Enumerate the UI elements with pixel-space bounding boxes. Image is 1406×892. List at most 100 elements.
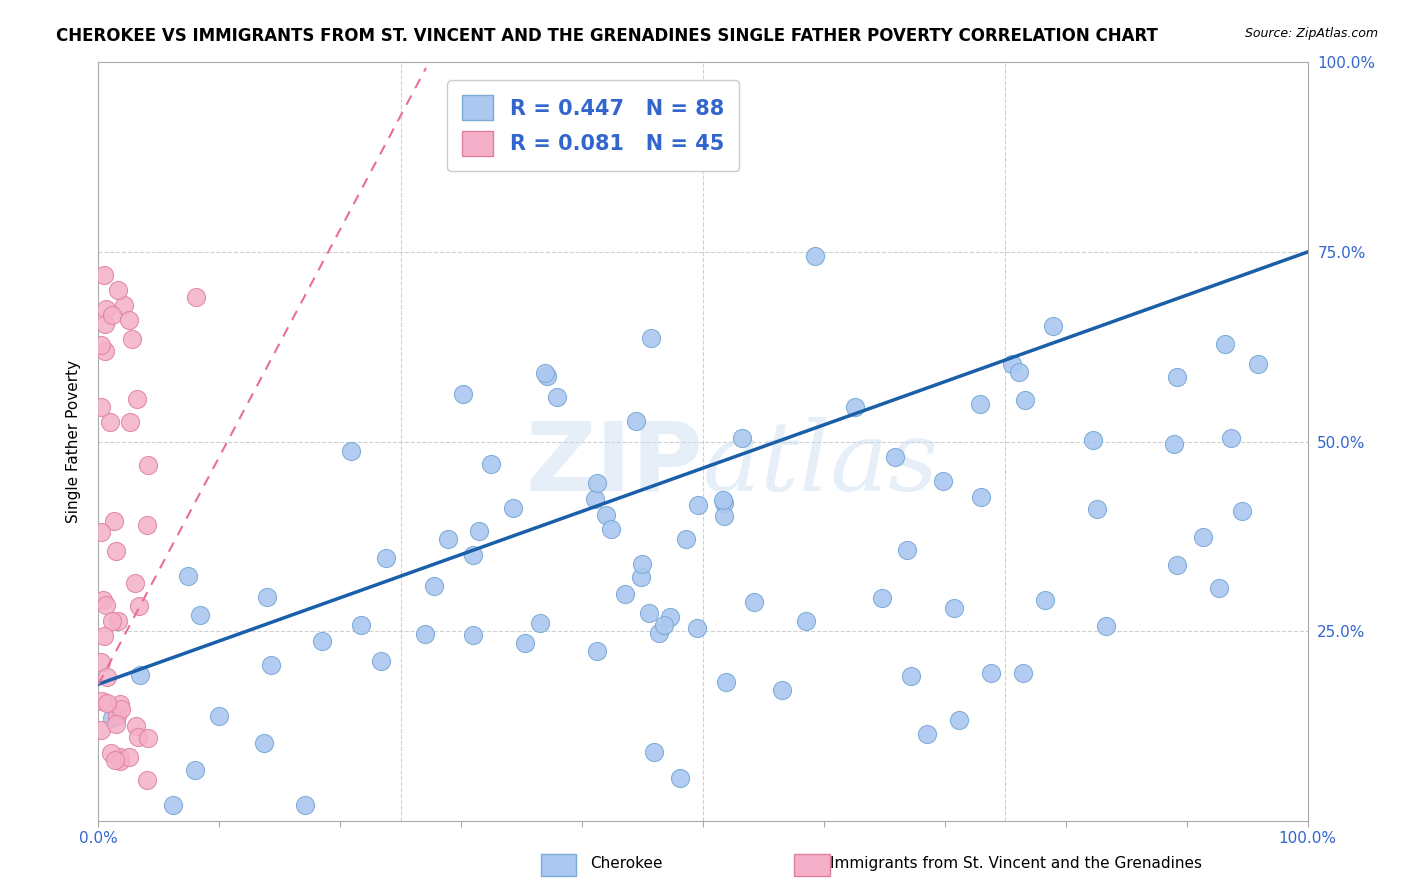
Point (711, 493, 734, 508)
Text: atlas: atlas (703, 417, 939, 511)
Point (915, 726, 938, 740)
Text: Source: ZipAtlas.com: Source: ZipAtlas.com (1244, 27, 1378, 40)
Point (1087, 502, 1109, 516)
Point (1166, 558, 1188, 573)
Point (1001, 357, 1024, 371)
Point (461, 549, 484, 563)
Point (96, 670, 118, 684)
Point (1033, 592, 1056, 607)
Point (640, 331, 662, 345)
Point (125, 392, 148, 407)
Point (177, 569, 200, 583)
Point (101, 711, 124, 725)
Point (742, 595, 765, 609)
Text: ZIP: ZIP (524, 417, 703, 511)
Point (136, 517, 159, 532)
Legend: R = 0.447   N = 88, R = 0.081   N = 45: R = 0.447 N = 88, R = 0.081 N = 45 (447, 80, 740, 171)
Point (423, 579, 446, 593)
Point (93, 268, 115, 282)
Point (844, 400, 866, 414)
Point (536, 369, 558, 384)
Point (96, 598, 118, 612)
Point (311, 633, 333, 648)
Point (731, 431, 754, 445)
Point (713, 496, 735, 510)
Point (136, 731, 159, 745)
Point (804, 250, 827, 264)
Point (107, 615, 129, 629)
Point (1163, 437, 1185, 451)
Point (1012, 666, 1035, 681)
Point (136, 458, 159, 473)
Point (451, 386, 474, 401)
Point (479, 457, 502, 471)
Point (686, 621, 709, 635)
Point (100, 308, 122, 322)
Point (118, 749, 141, 764)
Point (105, 717, 128, 731)
Point (1191, 530, 1213, 544)
Point (105, 544, 128, 558)
Point (896, 543, 918, 558)
Point (188, 608, 211, 623)
Point (595, 508, 617, 522)
Point (630, 569, 652, 583)
Point (502, 500, 524, 515)
Point (370, 654, 392, 668)
Point (1220, 431, 1243, 445)
Point (90, 337, 112, 351)
Point (586, 476, 609, 491)
Point (121, 332, 143, 346)
Point (468, 524, 491, 538)
Point (643, 745, 665, 759)
Point (162, 798, 184, 813)
Point (513, 636, 536, 650)
Point (461, 628, 484, 642)
Point (870, 591, 893, 606)
Point (350, 618, 373, 632)
Point (1246, 357, 1268, 371)
Point (943, 600, 966, 615)
Point (969, 397, 991, 411)
Point (1208, 581, 1230, 595)
Point (90, 400, 112, 414)
Text: Cherokee: Cherokee (591, 856, 664, 871)
Text: CHEROKEE VS IMMIGRANTS FROM ST. VINCENT AND THE GRENADINES SINGLE FATHER POVERTY: CHEROKEE VS IMMIGRANTS FROM ST. VINCENT … (56, 27, 1159, 45)
Point (770, 682, 793, 697)
Point (669, 772, 692, 786)
Point (1094, 619, 1116, 633)
Point (91, 593, 114, 607)
Point (96, 696, 118, 710)
Point (90, 723, 112, 738)
Point (253, 736, 276, 750)
Point (1232, 504, 1254, 518)
Point (375, 550, 398, 565)
Point (100, 747, 122, 761)
Text: Immigrants from St. Vincent and the Grenadines: Immigrants from St. Vincent and the Gren… (830, 856, 1202, 871)
Point (1014, 393, 1036, 408)
Point (415, 627, 437, 641)
Point (103, 515, 125, 529)
Point (93, 629, 115, 643)
Point (1083, 433, 1105, 447)
Point (260, 658, 283, 673)
Point (675, 532, 697, 546)
Point (586, 644, 609, 658)
Point (713, 508, 735, 523)
Point (108, 697, 131, 711)
Point (654, 618, 676, 632)
Point (613, 587, 636, 601)
Point (534, 366, 557, 380)
Point (583, 491, 606, 506)
Point (546, 390, 568, 404)
Point (1042, 319, 1064, 334)
Point (93, 343, 115, 358)
Point (294, 798, 316, 813)
Point (648, 626, 671, 640)
Point (98, 415, 121, 429)
Point (1008, 365, 1031, 379)
Point (105, 709, 128, 723)
Point (688, 498, 710, 512)
Point (630, 558, 652, 572)
Point (437, 532, 460, 546)
